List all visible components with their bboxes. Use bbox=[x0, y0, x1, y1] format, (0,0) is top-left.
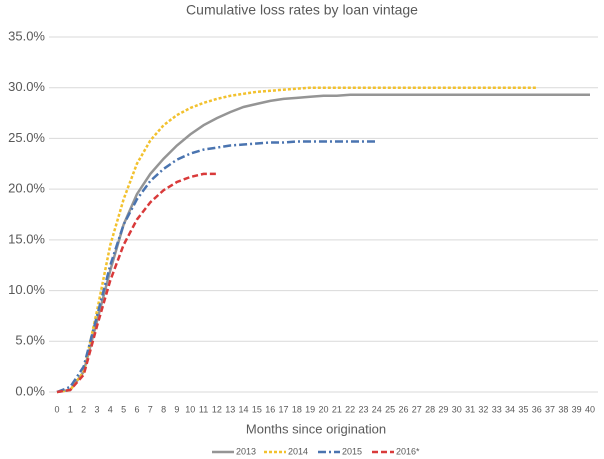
x-tick-label: 20 bbox=[318, 404, 328, 414]
x-tick-label: 14 bbox=[239, 404, 249, 414]
x-tick-label: 0 bbox=[54, 404, 59, 414]
x-tick-label: 40 bbox=[585, 404, 595, 414]
x-tick-label: 6 bbox=[134, 404, 139, 414]
x-tick-label: 33 bbox=[492, 404, 502, 414]
x-tick-label: 35 bbox=[518, 404, 528, 414]
x-tick-label: 4 bbox=[108, 404, 113, 414]
x-tick-label: 31 bbox=[465, 404, 475, 414]
y-tick-label: 30.0% bbox=[8, 79, 45, 94]
series-line bbox=[56, 140, 377, 394]
x-tick-label: 38 bbox=[558, 404, 568, 414]
y-tick-label: 25.0% bbox=[8, 130, 45, 145]
y-tick-label: 10.0% bbox=[8, 282, 45, 297]
x-tick-label: 18 bbox=[292, 404, 302, 414]
legend-label: 2013 bbox=[236, 446, 256, 456]
x-tick-label: 8 bbox=[161, 404, 166, 414]
x-tick-label: 37 bbox=[545, 404, 555, 414]
x-tick-label: 28 bbox=[425, 404, 435, 414]
y-tick-label: 20.0% bbox=[8, 181, 45, 196]
y-tick-label: 5.0% bbox=[15, 333, 45, 348]
x-tick-label: 12 bbox=[212, 404, 222, 414]
x-tick-label: 10 bbox=[185, 404, 195, 414]
x-tick-label: 13 bbox=[225, 404, 235, 414]
series-line bbox=[56, 93, 590, 394]
legend-label: 2016* bbox=[396, 446, 420, 456]
legend-label: 2014 bbox=[288, 446, 308, 456]
chart-title: Cumulative loss rates by loan vintage bbox=[186, 2, 418, 18]
x-tick-label: 21 bbox=[332, 404, 342, 414]
x-tick-label: 32 bbox=[478, 404, 488, 414]
x-tick-label: 26 bbox=[398, 404, 408, 414]
x-tick-label: 36 bbox=[532, 404, 542, 414]
x-tick-label: 11 bbox=[199, 404, 208, 414]
x-tick-label: 15 bbox=[252, 404, 262, 414]
y-tick-label: 15.0% bbox=[8, 231, 45, 246]
x-tick-label: 19 bbox=[305, 404, 315, 414]
x-tick-label: 5 bbox=[121, 404, 126, 414]
x-tick-label: 29 bbox=[438, 404, 448, 414]
x-tick-label: 25 bbox=[385, 404, 395, 414]
legend-label: 2015 bbox=[342, 446, 362, 456]
x-tick-label: 7 bbox=[148, 404, 153, 414]
x-tick-label: 3 bbox=[94, 404, 99, 414]
y-tick-label: 0.0% bbox=[15, 383, 45, 398]
x-tick-label: 30 bbox=[452, 404, 462, 414]
x-tick-label: 34 bbox=[505, 404, 515, 414]
y-tick-label: 35.0% bbox=[8, 28, 45, 43]
x-tick-label: 27 bbox=[412, 404, 422, 414]
x-tick-label: 9 bbox=[174, 404, 179, 414]
x-tick-label: 16 bbox=[265, 404, 275, 414]
x-tick-label: 2 bbox=[81, 404, 86, 414]
x-axis-label: Months since origination bbox=[246, 421, 386, 436]
x-tick-label: 23 bbox=[358, 404, 368, 414]
series-line bbox=[56, 86, 537, 394]
x-tick-label: 39 bbox=[572, 404, 582, 414]
x-tick-label: 17 bbox=[279, 404, 289, 414]
x-tick-label: 22 bbox=[345, 404, 355, 414]
series-line bbox=[56, 172, 217, 394]
x-tick-label: 1 bbox=[68, 404, 73, 414]
x-tick-label: 24 bbox=[372, 404, 382, 414]
